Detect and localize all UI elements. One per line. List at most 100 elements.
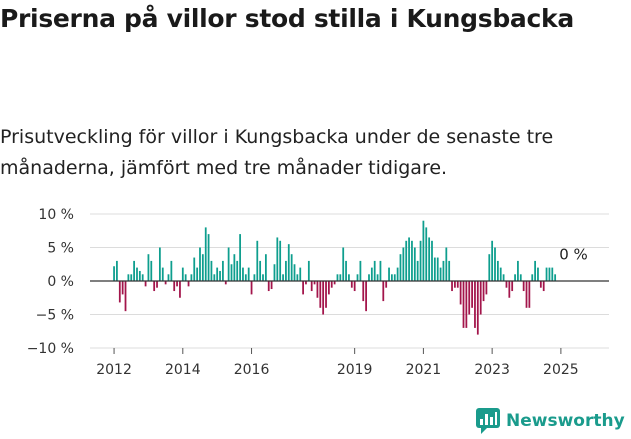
bar (181, 267, 184, 281)
bar (244, 274, 247, 281)
bar (310, 281, 313, 292)
bar (196, 267, 199, 281)
bar (118, 281, 121, 303)
x-tick-label: 2019 (337, 362, 373, 378)
bar (385, 281, 388, 288)
bar (413, 247, 416, 281)
bar (396, 267, 399, 281)
bar (350, 281, 353, 288)
bar (127, 274, 130, 281)
bar (327, 281, 330, 295)
bar (402, 247, 405, 281)
bar (445, 247, 448, 281)
bar (471, 281, 473, 308)
bar (256, 240, 259, 281)
x-tick-label: 2012 (96, 362, 132, 378)
bar (253, 274, 256, 281)
bar (207, 234, 210, 281)
bar (264, 254, 267, 281)
x-axis: 2012 2014 2016 2019 2021 2023 2025 (96, 348, 579, 378)
bar (279, 240, 282, 281)
bar (156, 281, 158, 288)
bar (230, 264, 233, 281)
x-tick-label: 2025 (543, 362, 579, 378)
bar (325, 281, 327, 308)
bar (468, 281, 471, 315)
bar (213, 274, 216, 281)
bar (187, 281, 190, 287)
bar (433, 257, 436, 281)
bar (138, 270, 141, 281)
bar (176, 281, 178, 287)
bar (339, 274, 342, 281)
bar (121, 281, 124, 295)
bar (133, 260, 135, 281)
bar (439, 267, 442, 281)
y-tick-label: 0 % (47, 274, 74, 290)
bar (476, 281, 479, 335)
bar (525, 281, 528, 308)
bar (491, 240, 494, 281)
bar (545, 267, 548, 281)
last-value-annotation: 0 % (559, 245, 588, 263)
bar (164, 281, 167, 285)
bar (296, 274, 299, 281)
bar (342, 247, 345, 281)
bar (362, 281, 365, 302)
bar (116, 260, 118, 281)
y-tick-label: 5 % (47, 241, 74, 257)
bar (124, 281, 127, 312)
bar (379, 260, 382, 281)
bar (359, 260, 362, 281)
last-value-label: 0 % (559, 245, 588, 263)
bar (204, 227, 207, 281)
bar (336, 274, 339, 281)
y-tick-label: −5 % (36, 308, 74, 324)
bar (141, 274, 144, 281)
x-tick-label: 2016 (234, 362, 270, 378)
bar (242, 267, 244, 281)
bar (305, 281, 307, 285)
bar (399, 254, 402, 281)
x-tick-label: 2014 (165, 362, 201, 378)
bar (508, 281, 511, 298)
bar (465, 281, 468, 328)
bar (419, 240, 422, 281)
bar (313, 281, 316, 285)
x-tick-label: 2021 (406, 362, 442, 378)
bar (539, 281, 542, 288)
bar (239, 234, 241, 281)
bar (454, 281, 456, 288)
bars (113, 220, 557, 335)
bar (136, 267, 138, 281)
x-tick-label: 2023 (474, 362, 510, 378)
bar (259, 260, 262, 281)
bar (158, 247, 161, 281)
bar (227, 247, 230, 281)
bar (531, 274, 534, 281)
chart-subtitle: Prisutveckling för villor i Kungsbacka u… (0, 126, 554, 179)
bar (505, 281, 508, 288)
bar (224, 281, 227, 285)
bar (376, 274, 379, 281)
bar (511, 281, 514, 292)
bar (287, 244, 290, 281)
bar (345, 260, 347, 281)
bar (459, 281, 462, 305)
bar (494, 247, 496, 281)
bar (302, 281, 304, 295)
bar (184, 274, 187, 281)
bar (373, 260, 376, 281)
bar (270, 281, 273, 290)
bar (161, 267, 164, 281)
newsworthy-brand[interactable]: Newsworthy (476, 406, 625, 436)
bar (537, 267, 539, 281)
bar (267, 281, 270, 292)
bar (502, 274, 505, 281)
bar (173, 281, 176, 292)
bar (153, 281, 156, 292)
bar (144, 281, 147, 287)
bar (528, 281, 531, 308)
y-axis-tick-labels: 10 % 5 % 0 % −5 % −10 % (27, 207, 74, 357)
chart-title: Priserna på villor stod stilla i Kungsba… (0, 4, 574, 33)
